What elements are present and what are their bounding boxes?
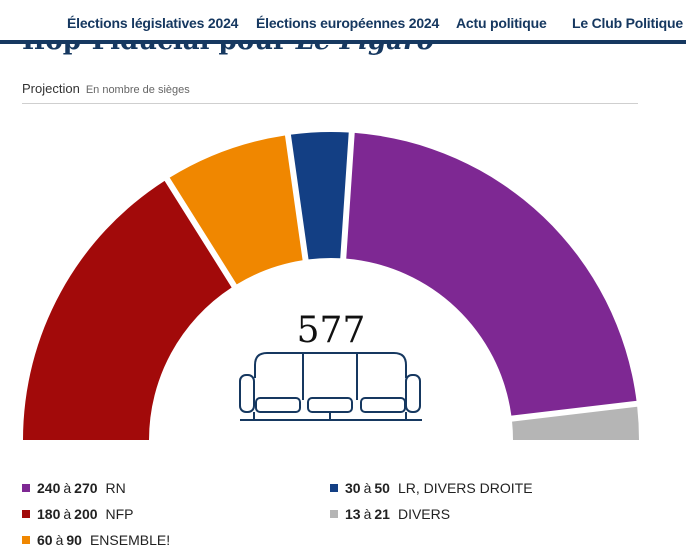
projection-label: Projection bbox=[22, 81, 80, 96]
arc-segment-ensemble bbox=[169, 135, 303, 285]
nav-link-actu-politique[interactable]: Actu politique bbox=[456, 15, 547, 31]
legend-swatch-rn bbox=[22, 484, 30, 492]
legend-item-ensemble: 60 à 90 ENSEMBLE! bbox=[22, 532, 170, 548]
legend-swatch-nfp bbox=[22, 510, 30, 518]
nav-link-europeennes-2024[interactable]: Élections européennes 2024 bbox=[256, 15, 440, 31]
nav-link-legislatives-2024[interactable]: Élections législatives 2024 bbox=[67, 15, 239, 31]
unit-label: En nombre de sièges bbox=[85, 84, 190, 96]
seat-projection-chart: 577 bbox=[23, 132, 639, 440]
arc-segment-lr-divers-droite bbox=[290, 132, 349, 260]
sofa-icon bbox=[239, 352, 422, 421]
legend-swatch-ensemble bbox=[22, 536, 30, 544]
legend-item-rn: 240 à 270 RN bbox=[22, 480, 126, 496]
top-navigation: Élections législatives 2024 Élections eu… bbox=[0, 0, 686, 44]
chart-subheader: Projection En nombre de sièges bbox=[22, 80, 638, 104]
legend-item-lr-divers-droite: 30 à 50 LR, DIVERS DROITE bbox=[330, 480, 533, 496]
legend-swatch-lr-divers-droite bbox=[330, 484, 338, 492]
arc-segment-divers bbox=[512, 406, 639, 440]
nav-link-club-politique[interactable]: Le Club Politique bbox=[572, 15, 683, 31]
arc-segment-nfp bbox=[23, 180, 232, 440]
legend-item-nfp: 180 à 200 NFP bbox=[22, 506, 134, 522]
total-seats-label: 577 bbox=[297, 310, 366, 351]
legend-item-divers: 13 à 21 DIVERS bbox=[330, 506, 450, 522]
arc-segment-rn bbox=[346, 132, 637, 416]
legend-swatch-divers bbox=[330, 510, 338, 518]
